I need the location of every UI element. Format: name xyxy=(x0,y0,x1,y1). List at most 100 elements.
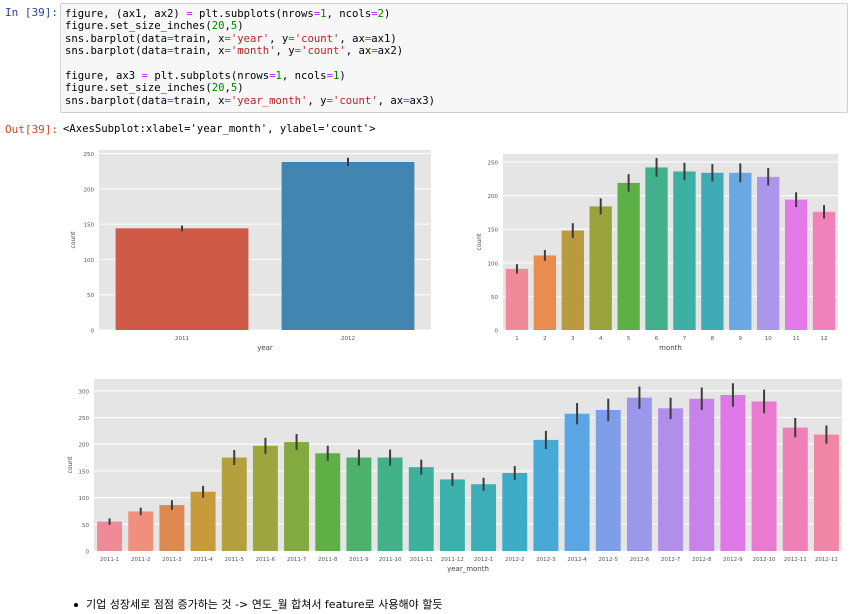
bar xyxy=(729,172,752,330)
input-prompt: In [39]: xyxy=(5,6,58,19)
bar xyxy=(315,453,341,551)
bar xyxy=(346,457,372,551)
bar xyxy=(751,401,777,551)
bar xyxy=(252,445,278,551)
chart-year: 0 50 100 150 200 250 2011 2012 year count xyxy=(63,140,443,359)
x-tick-label: 2011-8 xyxy=(318,557,338,563)
y-tick-label: 150 xyxy=(488,228,499,234)
x-tick-label: 2011-7 xyxy=(287,557,307,563)
bar xyxy=(97,521,123,551)
x-tick-label: 2011-1 xyxy=(100,557,119,563)
x-tick-label: 3 xyxy=(571,336,575,342)
bar xyxy=(128,511,154,551)
x-tick-label: 2012-3 xyxy=(536,557,556,563)
bar xyxy=(502,473,528,551)
bar xyxy=(701,172,724,330)
bar xyxy=(757,176,780,330)
y-tick-label: 300 xyxy=(79,389,90,395)
plot-background xyxy=(94,379,842,551)
x-tick-label: 2012-10 xyxy=(753,557,776,563)
y-tick-label: 150 xyxy=(79,469,90,475)
bar xyxy=(812,211,836,330)
bar xyxy=(658,408,684,551)
y-tick-label: 50 xyxy=(491,295,498,301)
y-tick-label: 200 xyxy=(84,187,95,193)
plot-background xyxy=(503,154,838,330)
bar xyxy=(673,171,696,330)
bar xyxy=(281,162,415,330)
x-tick-label: 2012-8 xyxy=(692,557,712,563)
x-tick-label: 8 xyxy=(711,336,715,342)
code-line: figure, ax3 = plt.subplots(nrows=1, ncol… xyxy=(65,69,346,82)
y-tick-label: 50 xyxy=(82,523,89,529)
code-editor[interactable]: figure, (ax1, ax2) = plt.subplots(nrows=… xyxy=(65,8,435,107)
x-tick-label: 2011-2 xyxy=(131,557,150,563)
y-axis-label: count xyxy=(67,456,74,474)
x-tick-label: 2012-7 xyxy=(661,557,681,563)
y-tick-label: 100 xyxy=(488,261,499,267)
code-cell[interactable]: figure, (ax1, ax2) = plt.subplots(nrows=… xyxy=(60,3,848,113)
x-tick-label: 2011-3 xyxy=(162,557,182,563)
year-barplot-svg: 0 50 100 150 200 250 2011 2012 year count xyxy=(70,150,431,352)
x-tick-label: 11 xyxy=(793,336,800,342)
x-tick-label: 2 xyxy=(543,336,547,342)
x-tick-label: 4 xyxy=(599,336,603,342)
y-tick-label: 200 xyxy=(488,194,499,200)
x-tick-label: 2012-12 xyxy=(815,557,838,563)
y-axis-label: count xyxy=(70,231,77,249)
x-axis-label: year xyxy=(257,344,273,352)
x-tick-label: 1 xyxy=(515,336,519,342)
y-tick-label: 50 xyxy=(87,293,94,299)
y-tick-label: 100 xyxy=(84,258,95,264)
x-tick-label: 9 xyxy=(739,336,743,342)
code-line: figure.set_size_inches(20,5) xyxy=(65,82,244,95)
bar xyxy=(626,397,652,551)
year-month-barplot-svg: 0 50 100 150 200 250 300 2011-1 2011-2 2011-3 2011… xyxy=(67,379,842,573)
output-prompt: Out[39]: xyxy=(5,123,58,136)
x-tick-label: 2012-1 xyxy=(474,557,493,563)
x-tick-label: 2011-9 xyxy=(349,557,369,563)
x-axis-label: year_month xyxy=(447,565,489,573)
code-line xyxy=(65,58,435,70)
y-tick-label: 100 xyxy=(79,496,90,502)
x-tick-label: 2012-6 xyxy=(630,557,650,563)
x-tick-label: 2012-2 xyxy=(505,557,524,563)
bar xyxy=(284,442,310,551)
bar xyxy=(115,228,249,330)
x-tick-label: 5 xyxy=(627,336,631,342)
y-tick-label: 250 xyxy=(488,161,499,167)
bar xyxy=(645,167,668,330)
chart-month: 0 50 100 150 200 250 1 2 3 4 5 6 7 8 9 10 11 12 month count xyxy=(473,146,848,360)
bullet-icon xyxy=(74,603,78,607)
bar xyxy=(408,467,434,551)
x-tick-label: 2012 xyxy=(341,336,355,342)
chart-year-month: 0 50 100 150 200 250 300 2011-1 2011-2 2011-3 2011… xyxy=(63,371,848,580)
bar xyxy=(377,457,403,551)
x-tick-label: 2011-5 xyxy=(225,557,245,563)
x-axis-label: month xyxy=(659,344,682,352)
x-tick-label: 7 xyxy=(683,336,687,342)
bar xyxy=(813,434,839,551)
output-text: <AxesSubplot:xlabel='year_month', ylabel… xyxy=(63,123,376,135)
x-tick-label: 2011 xyxy=(175,336,189,342)
bar xyxy=(533,439,559,551)
x-tick-label: 2012-9 xyxy=(723,557,743,563)
bar xyxy=(505,268,529,330)
x-tick-label: 10 xyxy=(765,336,772,342)
note-bullet: 기업 성장세로 점점 증가하는 것 -> 연도_월 합쳐서 feature로 사… xyxy=(74,596,442,612)
bar xyxy=(617,182,640,330)
x-tick-label: 2011-11 xyxy=(410,557,433,563)
x-tick-label: 2012-4 xyxy=(567,557,587,563)
y-tick-label: 0 xyxy=(91,329,95,335)
y-tick-label: 250 xyxy=(79,416,90,422)
x-tick-label: 2012-5 xyxy=(599,557,619,563)
code-line: figure.set_size_inches(20,5) xyxy=(65,20,244,33)
x-tick-label: 2011-10 xyxy=(379,557,402,563)
bar xyxy=(561,230,584,330)
bar xyxy=(689,398,715,551)
x-tick-label: 2011-6 xyxy=(256,557,276,563)
bar xyxy=(782,427,808,551)
bar xyxy=(471,484,497,551)
bar xyxy=(159,505,185,551)
